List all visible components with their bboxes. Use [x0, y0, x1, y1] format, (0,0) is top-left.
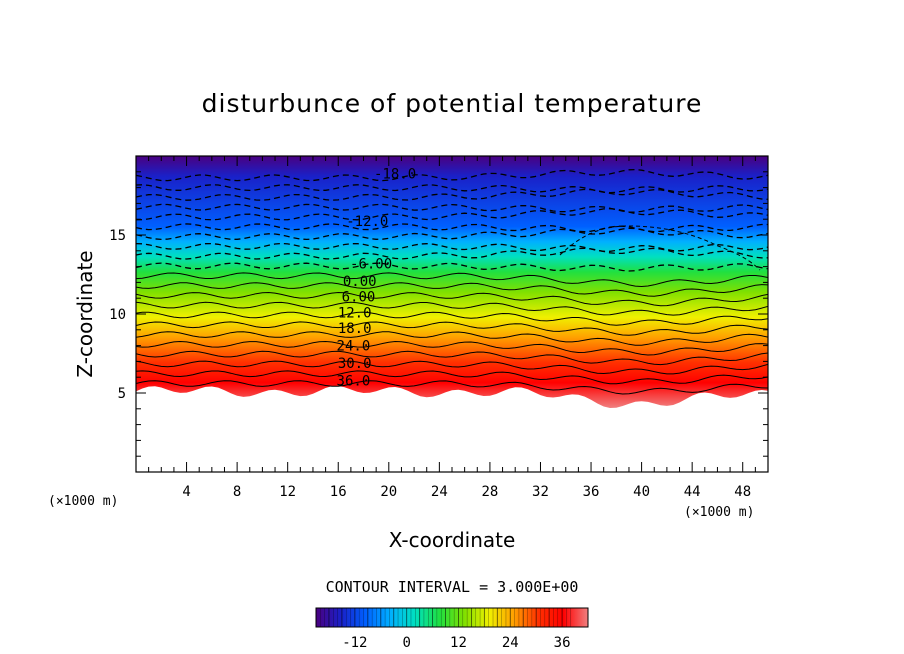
contour-label: -6.00 [350, 256, 392, 272]
contour-line [136, 223, 768, 233]
contour-line [136, 227, 768, 241]
colorbar-tick-label: 24 [502, 635, 519, 651]
chart-title: disturbunce of potential temperature [202, 89, 703, 118]
x-tick-label: 40 [633, 484, 650, 500]
contour-line [136, 321, 768, 336]
colorbar: -12 0 12 24 36 [315, 607, 589, 651]
y-tick-label: 15 [109, 228, 126, 244]
contour-line [136, 203, 768, 213]
contour-line [136, 262, 768, 272]
y-axis-ticks: 5 10 15 [109, 171, 768, 457]
colorbar-gradient [315, 607, 589, 628]
contour-line [136, 272, 768, 288]
contour-label: 18.0 [338, 321, 372, 337]
x-axis-label: X-coordinate [389, 528, 516, 552]
contour-label: 30.0 [338, 356, 372, 372]
colorbar-tick-label: 36 [554, 635, 571, 651]
x-tick-label: 20 [380, 484, 397, 500]
contour-line [136, 291, 768, 307]
contour-line [136, 360, 768, 375]
contour-line [136, 370, 768, 385]
contour-line [136, 242, 768, 252]
x-tick-label: 48 [734, 484, 751, 500]
x-tick-label: 24 [431, 484, 448, 500]
x-tick-label: 12 [279, 484, 296, 500]
x-tick-label: 4 [182, 484, 190, 500]
contour-line [136, 184, 768, 194]
y-axis-unit-right: (×1000 m) [684, 505, 754, 520]
contour-label: 36.0 [337, 373, 371, 389]
plot-area: -18.0-12.0-6.000.006.0012.018.024.030.03… [109, 155, 769, 500]
contour-line [136, 301, 768, 316]
x-tick-label: 44 [684, 484, 701, 500]
contour-label: 0.00 [343, 274, 377, 290]
contour-line [136, 331, 768, 346]
x-tick-label: 32 [532, 484, 549, 500]
contour-interval-note: CONTOUR INTERVAL = 3.000E+00 [326, 578, 579, 596]
colorbar-ticks: -12 0 12 24 36 [342, 635, 570, 651]
x-axis-unit-left: (×1000 m) [48, 494, 118, 509]
x-tick-label: 8 [233, 484, 241, 500]
x-axis-ticks: 4 8 12 16 20 24 28 32 36 40 44 48 [148, 156, 756, 500]
contour-lines [136, 168, 768, 395]
colorbar-tick-label: -12 [342, 635, 367, 651]
contour-line [136, 311, 768, 326]
colorbar-tick-label: 0 [402, 635, 410, 651]
contour-line [136, 350, 768, 366]
y-axis-label: Z-coordinate [73, 250, 97, 377]
colorbar-segments [315, 608, 571, 627]
x-tick-label: 36 [583, 484, 600, 500]
contour-line [136, 340, 768, 356]
y-tick-label: 10 [109, 307, 126, 323]
x-tick-label: 28 [481, 484, 498, 500]
contour-label: 6.00 [342, 290, 376, 306]
contour-line [136, 247, 768, 260]
contour-label: -18.0 [374, 166, 416, 182]
filled-contour-field [136, 156, 768, 408]
contour-label: 24.0 [337, 339, 371, 355]
contour-label: 12.0 [338, 305, 372, 321]
contour-line [136, 168, 768, 182]
contour-line [136, 282, 768, 297]
contour-label: -12.0 [346, 214, 388, 230]
x-tick-label: 16 [330, 484, 347, 500]
contour-line [136, 188, 768, 201]
y-tick-label: 5 [118, 386, 126, 402]
contour-line [136, 380, 768, 395]
colorbar-tick-label: 12 [450, 635, 467, 651]
contour-line [136, 208, 768, 221]
